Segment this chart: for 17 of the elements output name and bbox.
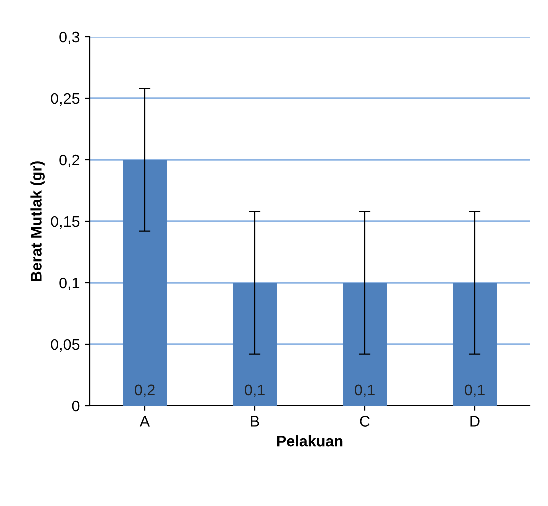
y-tick-label: 0 bbox=[72, 400, 80, 412]
x-tick-label: B bbox=[251, 416, 260, 427]
y-tick-label: 0,15 bbox=[51, 216, 80, 229]
y-tick-label: 0,1 bbox=[60, 278, 80, 290]
data-label: 0,1 bbox=[244, 384, 265, 398]
data-label: 0,1 bbox=[354, 384, 375, 398]
y-tick-label: 0,3 bbox=[60, 32, 80, 44]
data-label: 0,2 bbox=[134, 384, 155, 398]
y-tick-label: 0,2 bbox=[60, 154, 80, 168]
x-tick-label: A bbox=[140, 416, 150, 427]
y-axis-title: Berat Mutlak (gr) bbox=[30, 162, 45, 282]
y-tick-label: 0,25 bbox=[51, 93, 80, 106]
x-axis-title: Pelakuan bbox=[277, 436, 343, 447]
x-tick-label: C bbox=[360, 416, 370, 427]
x-tick-label: D bbox=[470, 416, 480, 427]
y-tick-label: 0,05 bbox=[51, 339, 80, 352]
data-label: 0,1 bbox=[464, 384, 485, 398]
